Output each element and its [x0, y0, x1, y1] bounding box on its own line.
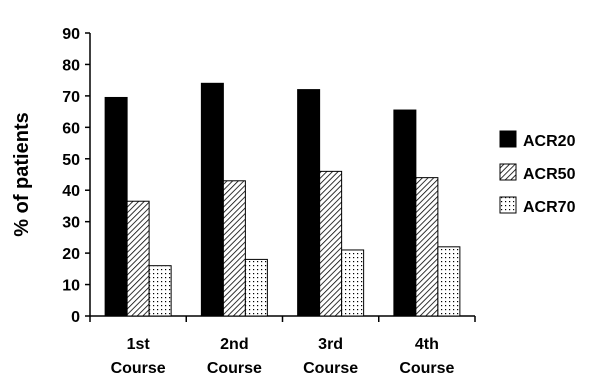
x-tick-label: Course — [303, 360, 358, 377]
legend-swatch-acr50 — [499, 163, 517, 181]
x-tick-label: Course — [207, 360, 262, 377]
y-tick-label: 20 — [62, 246, 80, 263]
bar-acr50-1 — [126, 200, 150, 317]
bar-acr70-2 — [244, 258, 268, 317]
y-tick-label: 40 — [62, 183, 80, 200]
bar-acr70-1 — [148, 265, 172, 317]
bar-acr20-2 — [200, 82, 224, 317]
bar-acr20-4 — [393, 109, 417, 317]
bar-acr70-3 — [341, 249, 365, 317]
y-tick-label: 60 — [62, 120, 80, 137]
x-tick-label: Course — [111, 360, 166, 377]
x-tick-label: 2nd — [220, 336, 248, 353]
x-tick-label: Course — [399, 360, 454, 377]
bar-acr50-4 — [415, 177, 439, 317]
legend-label-acr20: ACR20 — [523, 133, 576, 150]
bar-acr50-2 — [222, 180, 246, 317]
bar-acr20-3 — [297, 89, 321, 317]
legend-label-acr70: ACR70 — [523, 199, 576, 216]
legend-label-acr50: ACR50 — [523, 166, 576, 183]
y-tick-label: 50 — [62, 152, 80, 169]
legend-swatch-acr70 — [499, 196, 517, 214]
x-tick-label: 3rd — [318, 336, 343, 353]
bars — [104, 82, 461, 317]
y-axis-label: % of patients — [11, 112, 33, 236]
y-tick-label: 30 — [62, 215, 80, 232]
y-tick-label: 80 — [62, 57, 80, 74]
legend: ACR20 ACR50 ACR70 — [499, 130, 576, 216]
legend-swatch-acr20 — [499, 130, 517, 148]
y-tick-label: 90 — [62, 26, 80, 43]
tick-labels: 0 10 20 30 40 50 60 70 80 90 % of patients 1st Cours… — [11, 26, 455, 377]
x-tick-label: 4th — [415, 336, 439, 353]
y-tick-label: 70 — [62, 89, 80, 106]
y-tick-label: 0 — [71, 309, 80, 326]
bar-acr50-3 — [319, 170, 343, 317]
bar-acr70-4 — [437, 246, 461, 317]
x-tick-label: 1st — [127, 336, 151, 353]
y-tick-label: 10 — [62, 278, 80, 295]
bar-acr20-1 — [104, 96, 128, 317]
